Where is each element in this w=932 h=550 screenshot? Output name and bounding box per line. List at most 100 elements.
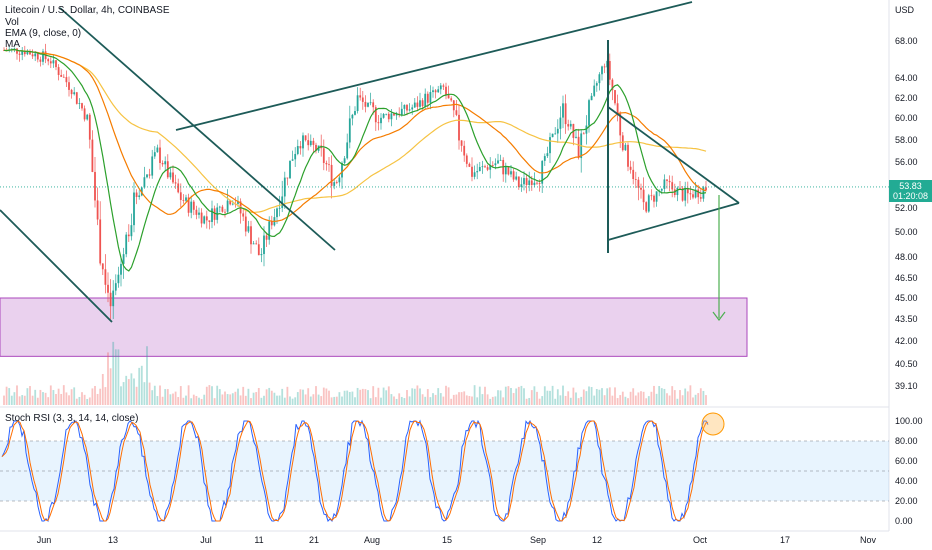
volume-bar [499,390,502,405]
candle-body [229,200,232,205]
volume-bar [42,392,44,405]
candle-body [372,102,375,108]
volume-bar [91,388,94,405]
volume-bar [164,389,167,405]
volume-bar [49,385,52,405]
volume-bar [575,392,577,405]
symbol-title: Litecoin / U.S. Dollar, 4h, COINBASE [5,5,170,16]
volume-bar [309,396,312,405]
time-tick-label: Sep [530,535,546,545]
candle-body [468,163,471,167]
candle-body [55,60,57,68]
volume-bar [237,388,239,405]
descending-trendline [59,7,336,251]
volume-bar [564,395,567,405]
candle-body [312,140,315,145]
volume-bar [172,393,174,405]
vol-legend: Vol [5,17,19,28]
volume-bar [369,398,372,405]
time-tick-label: 12 [592,535,602,545]
price-tick-label: 60.00 [895,113,918,123]
candle-body [489,165,492,170]
volume-bar [468,396,471,405]
candle-body [81,103,83,109]
volume-bar [512,393,515,405]
volume-bar [330,397,333,405]
volume-bar [86,398,89,405]
candle-body [291,159,294,161]
candle-body [629,166,632,170]
volume-bar [611,395,614,405]
candle-body [551,133,554,138]
volume-bar [257,387,260,405]
volume-bar [541,396,544,405]
volume-bar [426,389,429,405]
volume-bar [668,395,671,405]
volume-bar [143,382,146,405]
candle-body [588,100,590,126]
candle-body [88,114,91,140]
volume-bar [705,395,707,405]
volume-bar [590,387,593,405]
candle-body [348,118,351,143]
rsi-tick-label: 80.00 [895,436,918,446]
volume-bar [198,397,200,405]
volume-bar [658,386,661,405]
volume-bar [546,390,549,405]
candle-body [172,172,174,183]
candle-body [52,60,55,64]
volume-bar [18,396,21,405]
volume-bar [515,388,518,405]
volume-bar [697,393,700,405]
candle-body [582,133,585,135]
candle-body [153,152,156,157]
candle-body [525,178,528,185]
time-tick-label: Nov [860,535,877,545]
candle-body [354,111,356,115]
candle-body [473,172,476,177]
volume-bar [299,389,302,405]
volume-bar [582,389,585,405]
candle-body [450,98,453,101]
candle-body [107,284,109,293]
volume-bar [195,395,198,405]
volume-bar [273,392,276,405]
candle-body [179,192,182,200]
candle-body [289,160,291,179]
candle-body [650,195,653,197]
volume-bar [247,388,250,405]
price-tick-label: 39.10 [895,381,918,391]
candle-body [231,203,234,205]
candle-body [309,140,312,146]
candle-body [517,176,520,188]
volume-bar [484,386,486,405]
rsi-tick-label: 0.00 [895,516,913,526]
volume-bar [403,398,406,405]
price-tick-label: 43.50 [895,314,918,324]
volume-bar [627,398,629,405]
candle-body [512,171,515,180]
candle-body [218,206,221,208]
candle-body [608,61,611,80]
volume-bar [450,398,453,405]
candle-body [138,195,141,198]
candle-body [533,182,536,185]
candle-body [335,182,338,183]
candle-body [78,103,81,104]
volume-bar [569,397,572,405]
volume-bar [689,385,692,405]
candle-body [187,197,190,213]
candle-body [112,290,115,307]
volume-bar [699,388,702,405]
volume-bar [112,341,115,405]
volume-bar [686,391,689,405]
volume-bar [130,373,133,405]
volume-bar [634,395,637,405]
rsi-tick-label: 60.00 [895,456,918,466]
currency-label: USD [895,5,915,15]
candle-body [463,145,466,156]
volume-bar [242,386,245,405]
price-tick-label: 58.00 [895,135,918,145]
